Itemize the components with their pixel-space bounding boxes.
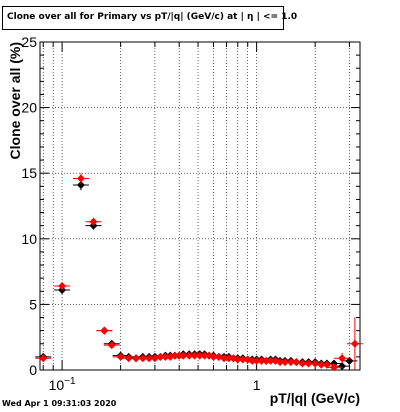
data-point bbox=[100, 326, 109, 335]
data-point bbox=[107, 341, 116, 350]
x-tick-label: 10−1 bbox=[49, 376, 76, 393]
data-point bbox=[345, 356, 354, 365]
data-point bbox=[76, 181, 85, 190]
data-point bbox=[311, 359, 320, 368]
y-tick-label: 0 bbox=[29, 362, 37, 378]
data-point bbox=[89, 217, 98, 226]
series-2 bbox=[35, 173, 363, 372]
data-point bbox=[338, 354, 347, 363]
data-series bbox=[35, 173, 363, 372]
data-point bbox=[39, 354, 48, 363]
x-tick-labels: 10−1 1 bbox=[49, 376, 261, 393]
y-tick-label: 10 bbox=[21, 231, 37, 247]
axis-ticks bbox=[40, 41, 360, 371]
data-point bbox=[76, 174, 85, 183]
y-tick-labels: 0 5 10 15 20 25 bbox=[21, 34, 37, 378]
plot-frame bbox=[39, 41, 361, 371]
y-tick-label: 25 bbox=[21, 34, 37, 50]
y-axis-label: Clone over all (%) bbox=[7, 42, 23, 159]
data-point bbox=[338, 362, 347, 371]
x-tick-label: 1 bbox=[253, 377, 261, 393]
title-box: Clone over all for Primary vs pT/|q| (Ge… bbox=[2, 6, 297, 30]
data-point bbox=[116, 352, 125, 361]
data-point bbox=[58, 282, 67, 291]
grid-lines bbox=[40, 42, 360, 370]
data-point bbox=[330, 363, 339, 372]
series-1 bbox=[35, 179, 358, 371]
data-point bbox=[292, 358, 301, 367]
data-point bbox=[350, 339, 359, 348]
data-point bbox=[322, 360, 331, 369]
data-point bbox=[150, 354, 159, 363]
x-axis-label: pT/|q| (GeV/c) bbox=[270, 390, 360, 406]
y-tick-label: 20 bbox=[21, 100, 37, 116]
chart-title: Clone over all for Primary vs pT/|q| (Ge… bbox=[7, 12, 298, 22]
footer-date: Wed Apr 1 09:31:03 2020 bbox=[2, 399, 117, 408]
y-tick-label: 15 bbox=[21, 165, 37, 181]
y-tick-label: 5 bbox=[29, 296, 37, 312]
